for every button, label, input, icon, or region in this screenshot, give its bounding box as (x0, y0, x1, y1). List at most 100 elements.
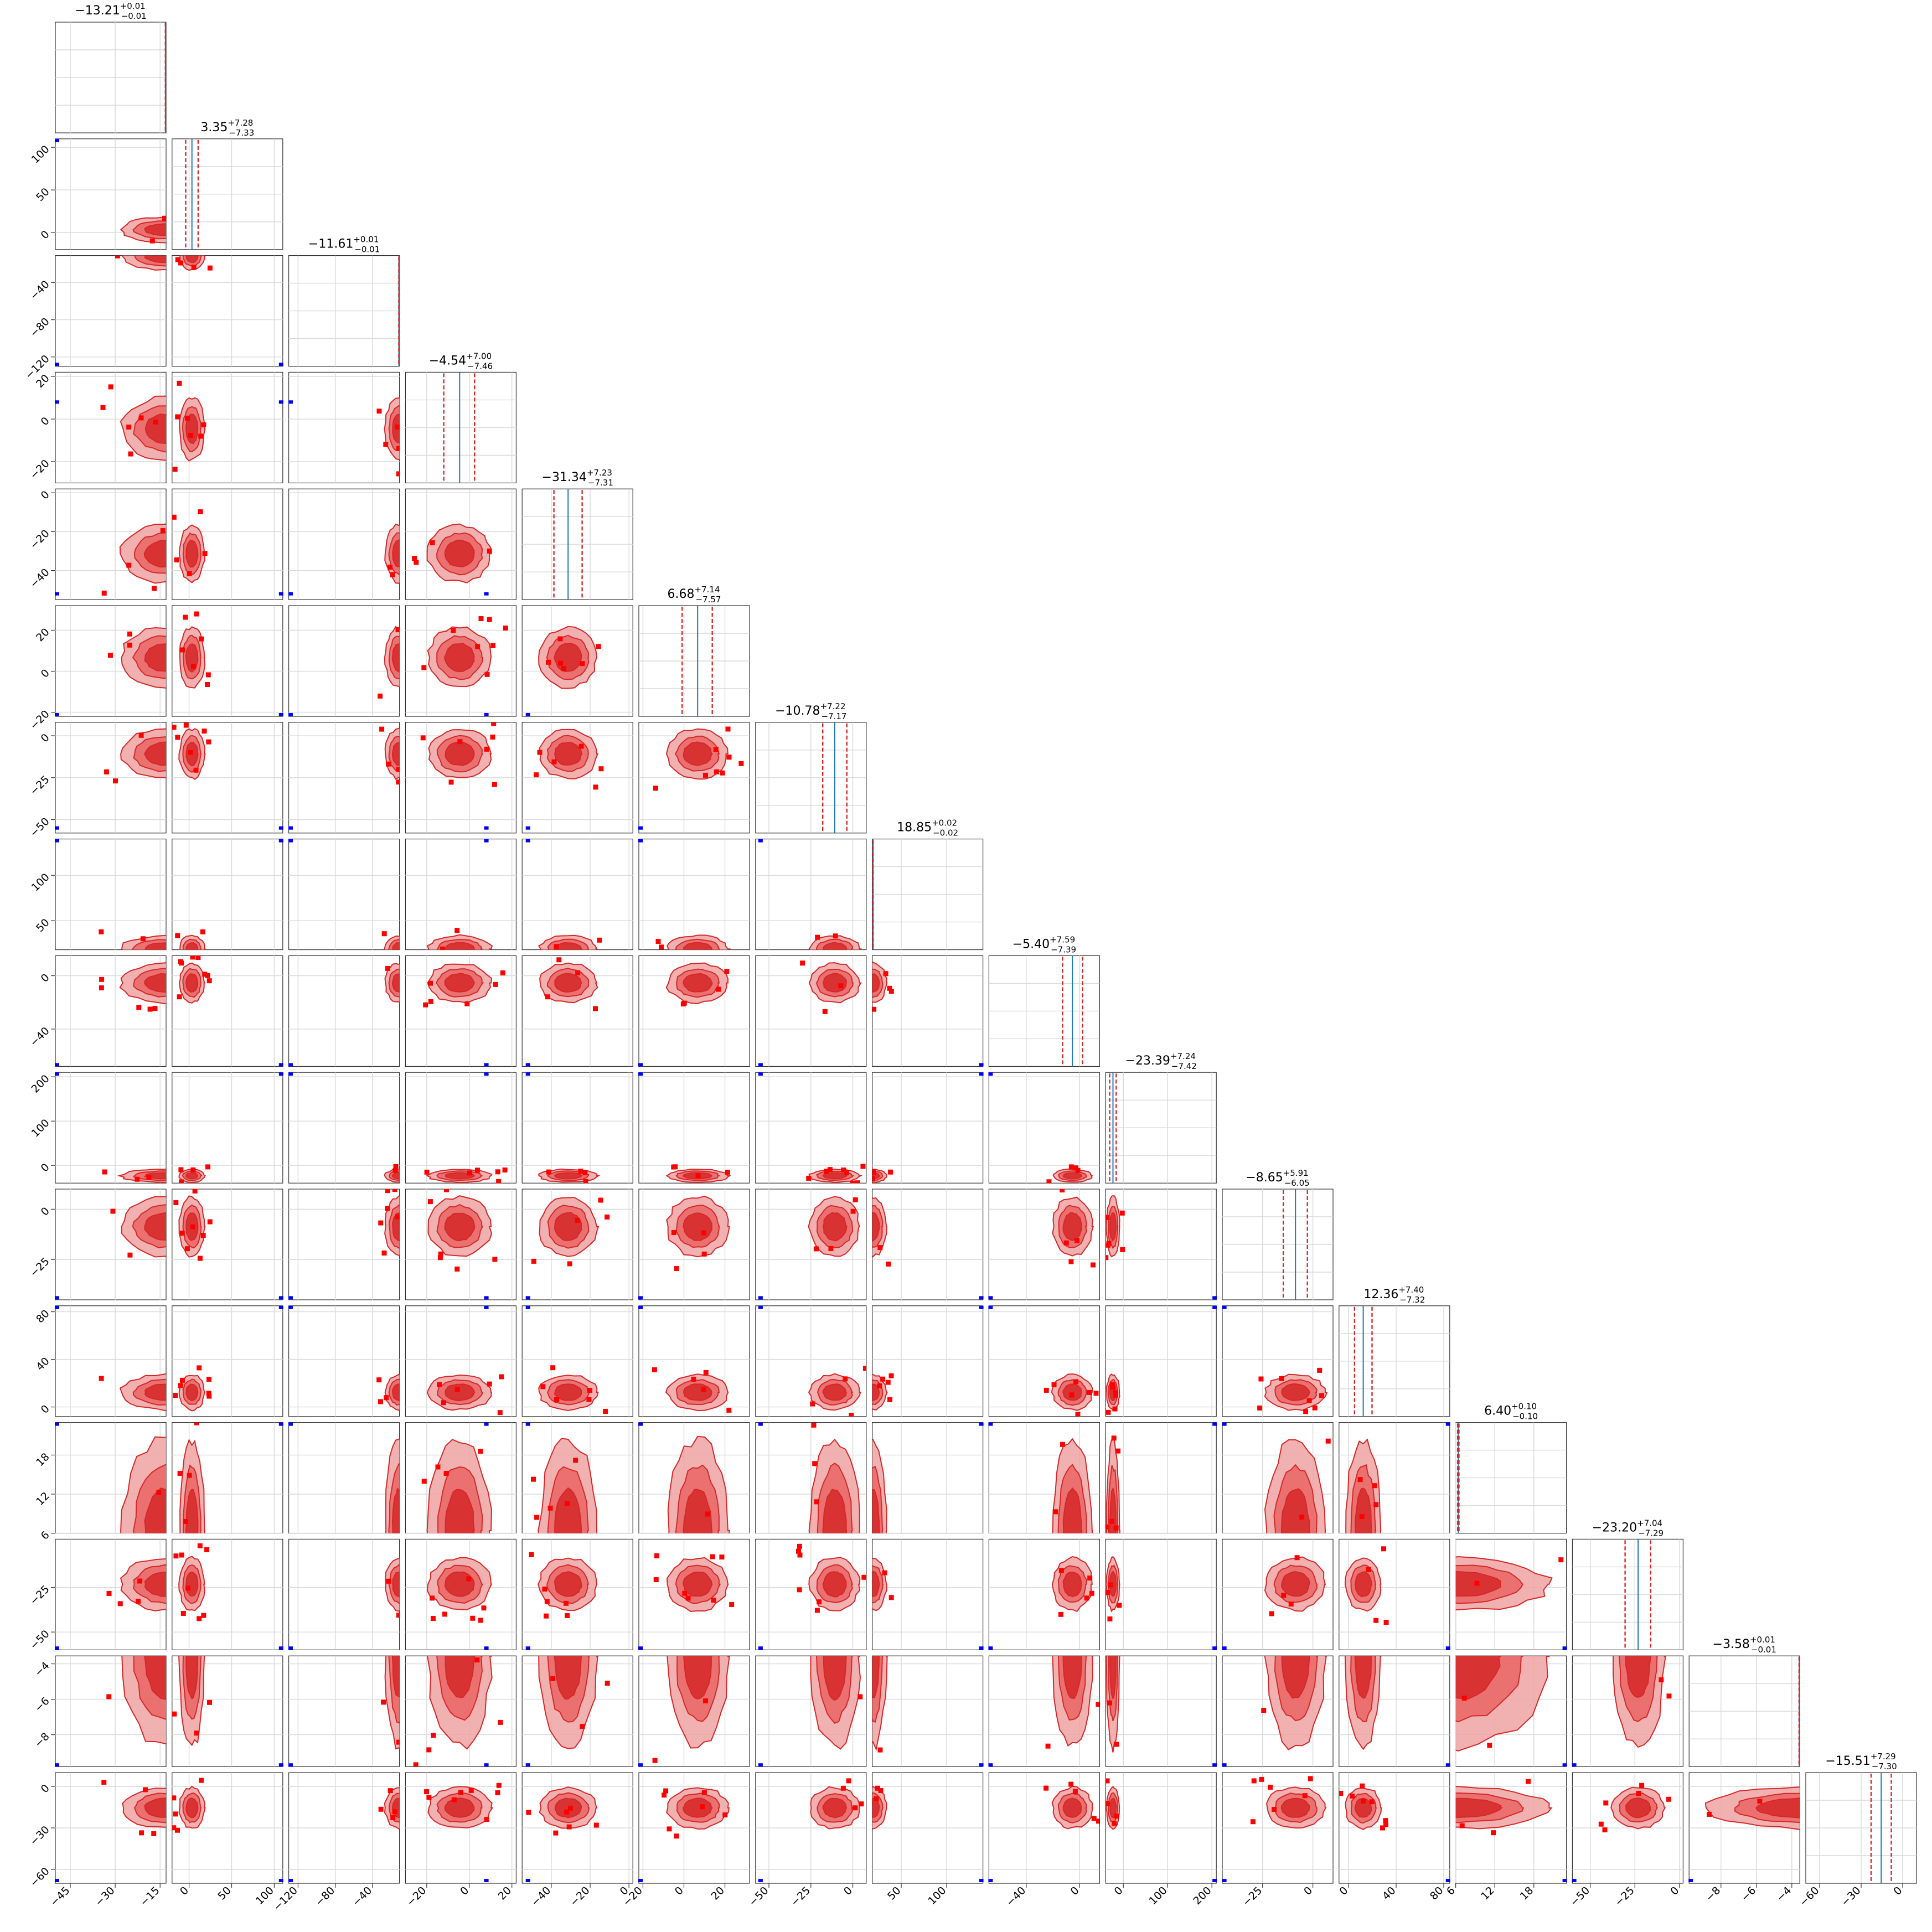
y-tick-label: −30 (28, 1823, 52, 1848)
contour-inner (391, 643, 400, 673)
outlier-point (1073, 1165, 1079, 1171)
outlier-point (1106, 1409, 1111, 1415)
outlier-point (194, 1730, 199, 1736)
outlier-point (451, 1797, 457, 1802)
outlier-point (498, 1719, 503, 1725)
outlier-point (663, 1788, 669, 1794)
outlier-point (205, 973, 210, 978)
x-tick-label: −80 (313, 1884, 337, 1909)
contour-group (1704, 1786, 1800, 1830)
y-tick-label: −4 (32, 1660, 51, 1679)
outlier-point (553, 1830, 559, 1836)
scatter-panel (638, 722, 750, 834)
outlier-point (1074, 1238, 1079, 1243)
outlier-point (178, 260, 184, 266)
truth-marker (988, 1763, 993, 1767)
contour-inner (185, 973, 199, 993)
contour-group (872, 1197, 891, 1267)
outlier-point (1058, 1568, 1064, 1573)
contour-inner (554, 1172, 583, 1180)
outlier-point (716, 986, 721, 992)
outlier-point (175, 735, 180, 740)
outlier-point (598, 766, 604, 772)
outlier-point (652, 1758, 658, 1763)
truth-marker (758, 1763, 763, 1767)
outlier-point (1373, 1618, 1379, 1623)
outlier-point (200, 1233, 206, 1238)
contour-inner (1625, 1656, 1652, 1698)
scatter-panel (172, 255, 283, 367)
panel-frame (288, 1072, 400, 1184)
outlier-point (682, 1590, 688, 1596)
truth-marker (288, 1422, 293, 1426)
outlier-point (201, 422, 206, 427)
contour-group (1045, 1656, 1100, 1749)
outlier-point (475, 644, 481, 649)
outlier-point (710, 1554, 715, 1559)
contour-inner (391, 1383, 400, 1402)
scatter-panel (1455, 1538, 1567, 1650)
outlier-point (537, 750, 543, 755)
truth-marker (979, 1763, 984, 1767)
truth-marker (1562, 1646, 1567, 1650)
scatter-panel (288, 1072, 400, 1184)
truth-marker (758, 1422, 763, 1426)
title-median: 12.36 (1363, 1288, 1398, 1301)
outlier-point (207, 1219, 213, 1225)
panel-title: 12.36+7.40 −7.32 (1363, 1285, 1425, 1305)
contour-group (1106, 1195, 1125, 1261)
title-plus: +7.04 (1637, 1518, 1662, 1528)
panel-title: −15.51+7.29 −7.30 (1825, 1752, 1897, 1771)
outlier-point (496, 1783, 502, 1788)
scatter-panel (405, 1305, 517, 1417)
outlier-point (1666, 1796, 1671, 1802)
outlier-point (102, 1169, 107, 1175)
scatter-panel (521, 722, 633, 834)
outlier-point (828, 1246, 834, 1251)
panel-title: −23.39+7.24 −7.42 (1125, 1051, 1197, 1071)
contour-group (423, 963, 505, 1008)
truth-marker (288, 1305, 293, 1309)
outlier-point (824, 1169, 829, 1174)
outlier-point (1381, 1546, 1387, 1552)
truth-marker (1222, 1422, 1227, 1426)
y-tick-label: 50 (34, 185, 52, 204)
outlier-point (381, 1250, 387, 1256)
truth-marker (988, 1422, 993, 1426)
truth-marker (278, 1763, 283, 1767)
outlier-point (547, 1505, 553, 1511)
outlier-point (711, 1597, 716, 1603)
outlier-point (1707, 1811, 1712, 1817)
histogram-panel: −11.61+0.01 −0.01 (288, 235, 400, 367)
x-tick-label: −20 (568, 1884, 592, 1909)
contour-group (1250, 1776, 1327, 1829)
truth-marker (55, 826, 59, 830)
outlier-point (1046, 1179, 1052, 1184)
contour-inner (391, 1797, 400, 1819)
panel-frame (521, 838, 633, 950)
contour-group (426, 928, 493, 950)
outlier-point (844, 1170, 849, 1176)
contour-group (653, 726, 744, 791)
scatter-panel (405, 722, 517, 834)
contour-group (872, 1656, 888, 1753)
contour-group (1106, 1656, 1120, 1753)
contour-group (795, 1543, 866, 1613)
outlier-point (719, 1554, 725, 1560)
outlier-point (1350, 1793, 1355, 1799)
scatter-panel (521, 1655, 633, 1767)
panel-frame (405, 838, 517, 950)
contour-group (427, 1189, 498, 1272)
contour-group (538, 1365, 608, 1414)
outlier-point (126, 562, 132, 568)
outlier-point (179, 1179, 184, 1184)
histogram-panel: 6.40+0.10 −0.10 (1455, 1402, 1567, 1534)
truth-marker (979, 1072, 984, 1076)
contour-inner (144, 741, 166, 766)
truth-marker (1222, 1646, 1227, 1650)
contour-group (412, 523, 492, 583)
outlier-point (850, 1208, 856, 1214)
contour-group (378, 1189, 400, 1256)
outlier-point (887, 985, 892, 991)
outlier-point (495, 1790, 500, 1796)
